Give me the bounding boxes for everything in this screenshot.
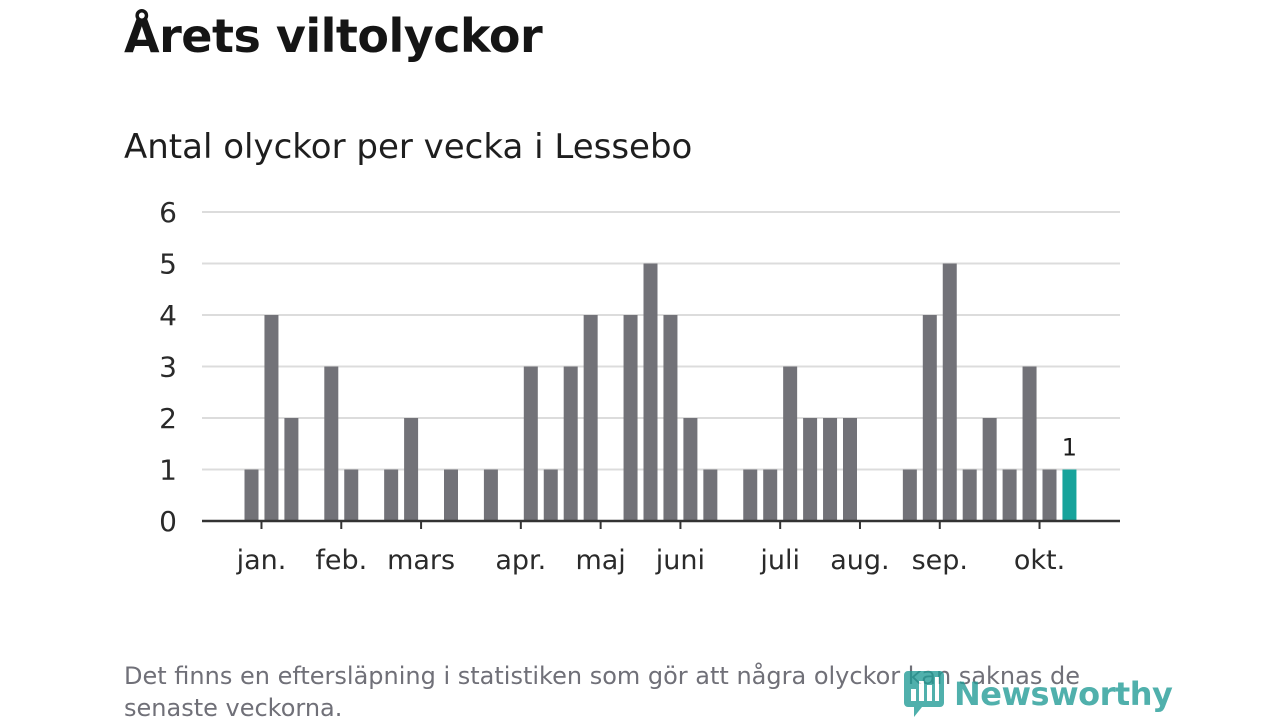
- x-tick-label: feb.: [315, 545, 367, 576]
- x-tick-label: juli: [759, 545, 800, 576]
- bar: [823, 418, 838, 521]
- bar: [683, 418, 698, 521]
- bars: [244, 263, 1077, 521]
- y-tick-label: 2: [159, 402, 177, 435]
- bar: [284, 418, 299, 521]
- bar: [743, 469, 758, 521]
- bar-chart: 0 1 2 3 4 5 6 jan. feb. mars apr. maj juni juli aug. s…: [159, 196, 1120, 576]
- grid-lines: [202, 211, 1120, 471]
- page-title: Årets viltolyckor: [124, 9, 543, 63]
- bar: [703, 469, 718, 521]
- x-tick-label: okt.: [1014, 545, 1065, 576]
- y-tick-label: 3: [159, 351, 177, 384]
- x-tick-label: jan.: [236, 545, 287, 576]
- bar: [843, 418, 857, 521]
- bar: [344, 469, 359, 521]
- last-value-label: 1: [1062, 434, 1077, 462]
- y-tick-label: 5: [159, 248, 177, 281]
- brand-logo: Newsworthy: [902, 668, 1173, 720]
- y-tick-label: 0: [159, 505, 177, 538]
- data-labels: 1: [1062, 434, 1077, 462]
- bar: [962, 469, 977, 521]
- x-tick-label: sep.: [912, 545, 968, 576]
- chart-title: Antal olyckor per vecka i Lessebo: [124, 127, 693, 167]
- bar: [523, 366, 538, 521]
- bar: [763, 469, 778, 521]
- bar: [783, 366, 798, 521]
- bar: [623, 315, 638, 521]
- bar: [444, 469, 458, 521]
- bar: [922, 315, 937, 521]
- brand-name: Newsworthy: [954, 675, 1173, 713]
- x-tick-label: mars: [387, 545, 455, 576]
- bar: [264, 315, 279, 521]
- bar: [1022, 366, 1037, 521]
- bar: [942, 263, 957, 521]
- bar: [982, 418, 997, 521]
- y-tick-label: 4: [159, 299, 177, 332]
- bar: [563, 366, 578, 521]
- bar: [404, 418, 419, 521]
- y-tick-label: 6: [159, 196, 177, 229]
- bar: [1002, 469, 1017, 521]
- bar-highlighted: [1062, 469, 1077, 521]
- newsworthy-logo-icon: [904, 671, 944, 717]
- bar: [1042, 469, 1057, 521]
- x-tick-label: aug.: [830, 545, 889, 576]
- bar: [483, 469, 498, 521]
- bar: [643, 263, 658, 521]
- x-axis: jan. feb. mars apr. maj juni juli aug. sep. okt.: [202, 519, 1120, 576]
- bar: [324, 366, 339, 521]
- bar: [543, 469, 558, 521]
- y-axis-labels: 0 1 2 3 4 5 6: [159, 196, 177, 538]
- y-tick-label: 1: [159, 454, 177, 487]
- x-tick-label: apr.: [495, 545, 546, 576]
- bar: [663, 315, 678, 521]
- bar: [384, 469, 399, 521]
- bar: [803, 418, 818, 521]
- bar: [583, 315, 598, 521]
- bar: [244, 469, 259, 521]
- x-tick-label: juni: [655, 545, 705, 576]
- bar: [902, 469, 917, 521]
- x-tick-label: maj: [575, 545, 625, 576]
